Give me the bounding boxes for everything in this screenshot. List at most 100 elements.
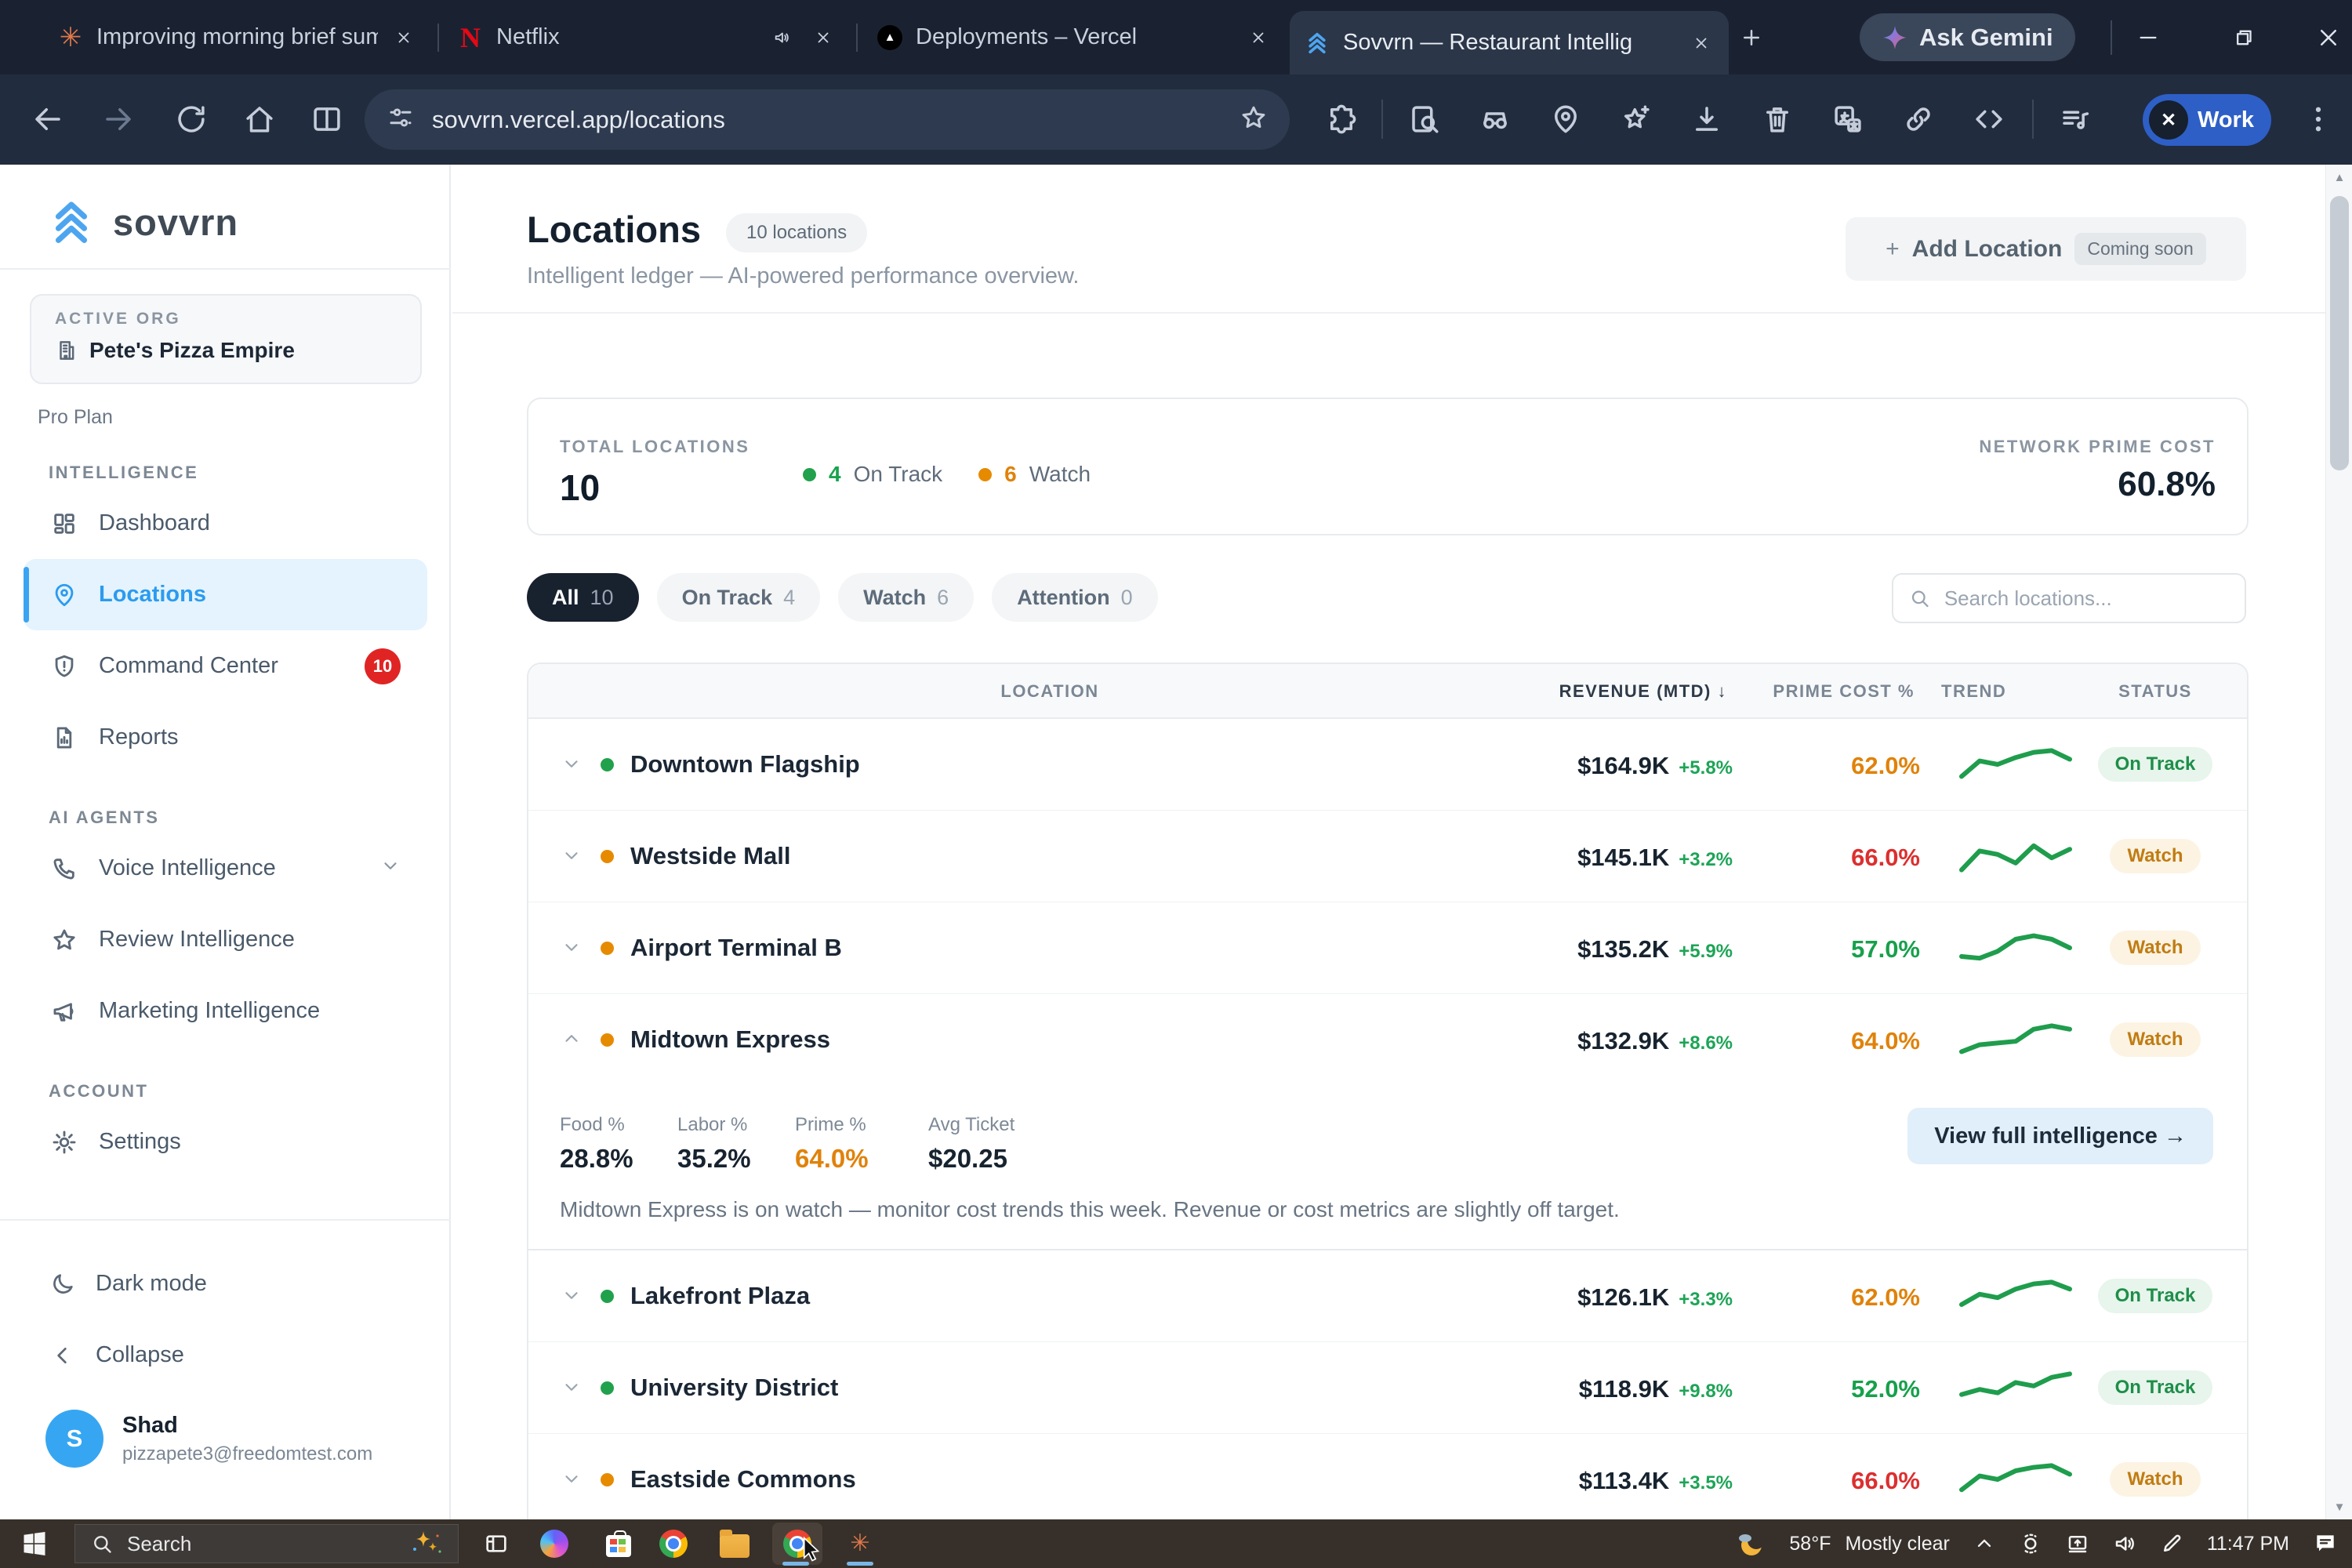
menu-dots-icon[interactable]	[2288, 89, 2349, 150]
column-location[interactable]: LOCATION	[1000, 681, 1099, 701]
window-close-button[interactable]	[2297, 17, 2352, 58]
sidebar-item-settings[interactable]: Settings	[24, 1106, 427, 1178]
file-explorer-icon[interactable]	[720, 1529, 750, 1559]
filter-chip-attention[interactable]: Attention 0	[992, 573, 1158, 622]
chrome-icon[interactable]	[659, 1529, 688, 1559]
tab-vercel[interactable]: ▲ Deployments – Vercel	[862, 0, 1286, 74]
bookmark-star-icon[interactable]	[1240, 103, 1268, 136]
location-row-downtown-flagship[interactable]: Downtown Flagship $164.9K +5.8% 62.0% On Tra…	[528, 719, 2247, 811]
url-text[interactable]: sovvrn.vercel.app/locations	[432, 105, 725, 133]
bookmark-sparkle-icon[interactable]	[1606, 89, 1667, 150]
forward-icon[interactable]	[88, 89, 149, 150]
weather-icon[interactable]	[1734, 1528, 1766, 1559]
scroll-up-arrow[interactable]: ▲	[2333, 170, 2346, 184]
reload-icon[interactable]	[161, 89, 222, 150]
sidebar-item-reports[interactable]: Reports	[24, 702, 427, 773]
search-locations-box[interactable]	[1892, 573, 2246, 623]
collapse-sidebar-button[interactable]: Collapse	[24, 1319, 427, 1391]
address-bar[interactable]: sovvrn.vercel.app/locations	[365, 89, 1290, 150]
dark-mode-toggle[interactable]: Dark mode	[24, 1248, 427, 1319]
column-prime-cost[interactable]: PRIME COST %	[1773, 681, 1915, 701]
location-row-midtown-express[interactable]: Midtown Express $132.9K +8.6% 64.0% Watch	[528, 994, 2247, 1086]
filter-chip-on-track[interactable]: On Track 4	[656, 573, 821, 622]
tab-close-icon[interactable]	[1688, 30, 1715, 56]
side-panel-icon[interactable]	[296, 89, 358, 150]
chevron-down-icon[interactable]	[561, 1377, 582, 1401]
scroll-down-arrow[interactable]: ▼	[2333, 1500, 2346, 1514]
location-row-westside-mall[interactable]: Westside Mall $145.1K +3.2% 66.0% Watch	[528, 811, 2247, 902]
download-icon[interactable]	[1676, 89, 1737, 150]
location-row-eastside-commons[interactable]: Eastside Commons $113.4K +3.5% 66.0% Watch	[528, 1434, 2247, 1526]
weather-condition[interactable]: Mostly clear	[1845, 1532, 1950, 1555]
plus-icon: +	[1886, 235, 1900, 262]
sidebar-item-command-center[interactable]: Command Center 10	[24, 630, 427, 702]
screen-record-icon[interactable]	[2019, 1532, 2042, 1555]
tab-audio-icon[interactable]	[766, 24, 797, 51]
window-minimize-button[interactable]	[2117, 17, 2180, 58]
divider	[0, 1219, 451, 1221]
browser-profile-button[interactable]: ✕ Work	[2143, 94, 2271, 146]
location-row-airport-terminal-b[interactable]: Airport Terminal B $135.2K +5.9% 57.0% Watch	[528, 902, 2247, 994]
filter-chip-all[interactable]: All 10	[527, 573, 639, 622]
chevron-down-icon[interactable]	[561, 845, 582, 869]
search-input[interactable]	[1942, 585, 2229, 612]
chevron-down-icon[interactable]	[561, 1285, 582, 1309]
extensions-icon[interactable]	[1311, 89, 1372, 150]
tab-close-icon[interactable]	[390, 24, 417, 51]
summary-card: TOTAL LOCATIONS 10 4 On Track 6 Watch NE…	[527, 397, 2249, 535]
column-revenue[interactable]: REVENUE (MTD) ↓	[1559, 681, 1727, 701]
location-row-university-district[interactable]: University District $118.9K +9.8% 52.0% On T…	[528, 1342, 2247, 1434]
sidebar-item-voice-intelligence[interactable]: Voice Intelligence	[24, 833, 427, 904]
code-icon[interactable]	[1958, 89, 2020, 150]
trash-icon[interactable]	[1747, 89, 1808, 150]
pen-icon[interactable]	[2160, 1532, 2183, 1555]
taskbar-search-box[interactable]: Search	[74, 1524, 459, 1563]
tab-close-icon[interactable]	[1245, 24, 1272, 51]
ask-gemini-button[interactable]: Ask Gemini	[1860, 13, 2075, 61]
cast-screen-icon[interactable]	[2066, 1532, 2089, 1555]
location-pin-icon[interactable]	[1535, 89, 1596, 150]
column-trend[interactable]: TREND	[1941, 681, 2007, 701]
sidebar-item-review-intelligence[interactable]: Review Intelligence	[24, 904, 427, 975]
site-settings-icon[interactable]	[387, 103, 415, 136]
sidebar-item-dashboard[interactable]: Dashboard	[24, 488, 427, 559]
tab-netflix[interactable]: N Netflix	[443, 0, 851, 74]
chevron-down-icon[interactable]	[561, 937, 582, 961]
chevron-down-icon[interactable]	[561, 753, 582, 778]
tab-sovvrn-active[interactable]: Sovvrn — Restaurant Intellig	[1290, 11, 1729, 74]
sidebar-item-marketing-intelligence[interactable]: Marketing Intelligence	[24, 975, 427, 1047]
clock[interactable]: 11:47 PM	[2206, 1532, 2289, 1555]
scrollbar-thumb[interactable]	[2330, 196, 2349, 470]
task-view-icon[interactable]	[481, 1529, 511, 1559]
weather-temp[interactable]: 58°F	[1789, 1532, 1831, 1555]
glasses-icon[interactable]	[1465, 89, 1526, 150]
window-restore-button[interactable]	[2211, 17, 2274, 58]
page-scrollbar[interactable]: ▲ ▼	[2325, 165, 2352, 1519]
chevron-down-icon[interactable]	[561, 1468, 582, 1493]
claude-app-icon[interactable]: ✳	[850, 1530, 870, 1556]
search-page-icon[interactable]	[1394, 89, 1455, 150]
tab-claude[interactable]: ✳ Improving morning brief sum	[43, 0, 431, 74]
translate-icon[interactable]	[1817, 89, 1878, 150]
view-full-intelligence-button[interactable]: View full intelligence →	[1907, 1108, 2213, 1164]
playlist-icon[interactable]	[2045, 89, 2106, 150]
active-org-card[interactable]: ACTIVE ORG Pete's Pizza Empire	[30, 294, 422, 384]
volume-icon[interactable]	[2113, 1532, 2136, 1555]
tab-close-icon[interactable]	[810, 24, 837, 51]
start-button-icon[interactable]	[20, 1530, 49, 1558]
link-icon[interactable]	[1888, 89, 1949, 150]
copilot-app-icon[interactable]	[539, 1529, 569, 1559]
microsoft-store-icon[interactable]	[604, 1529, 633, 1559]
chevron-up-icon[interactable]	[561, 1029, 582, 1053]
filter-chip-watch[interactable]: Watch 6	[838, 573, 975, 622]
location-row-lakefront-plaza[interactable]: Lakefront Plaza $126.1K +3.3% 62.0% On Track	[528, 1250, 2247, 1342]
back-icon[interactable]	[17, 89, 78, 150]
column-status[interactable]: STATUS	[2118, 681, 2192, 701]
add-location-button[interactable]: + Add Location Coming soon	[1846, 217, 2246, 281]
home-icon[interactable]	[229, 89, 290, 150]
notification-icon[interactable]	[2313, 1531, 2338, 1556]
sidebar-item-locations[interactable]: Locations	[24, 559, 427, 630]
tray-chevron-icon[interactable]	[1973, 1533, 1995, 1555]
user-profile[interactable]: S Shad pizzapete3@freedomtest.com	[45, 1410, 372, 1468]
new-tab-button[interactable]	[1734, 20, 1769, 55]
